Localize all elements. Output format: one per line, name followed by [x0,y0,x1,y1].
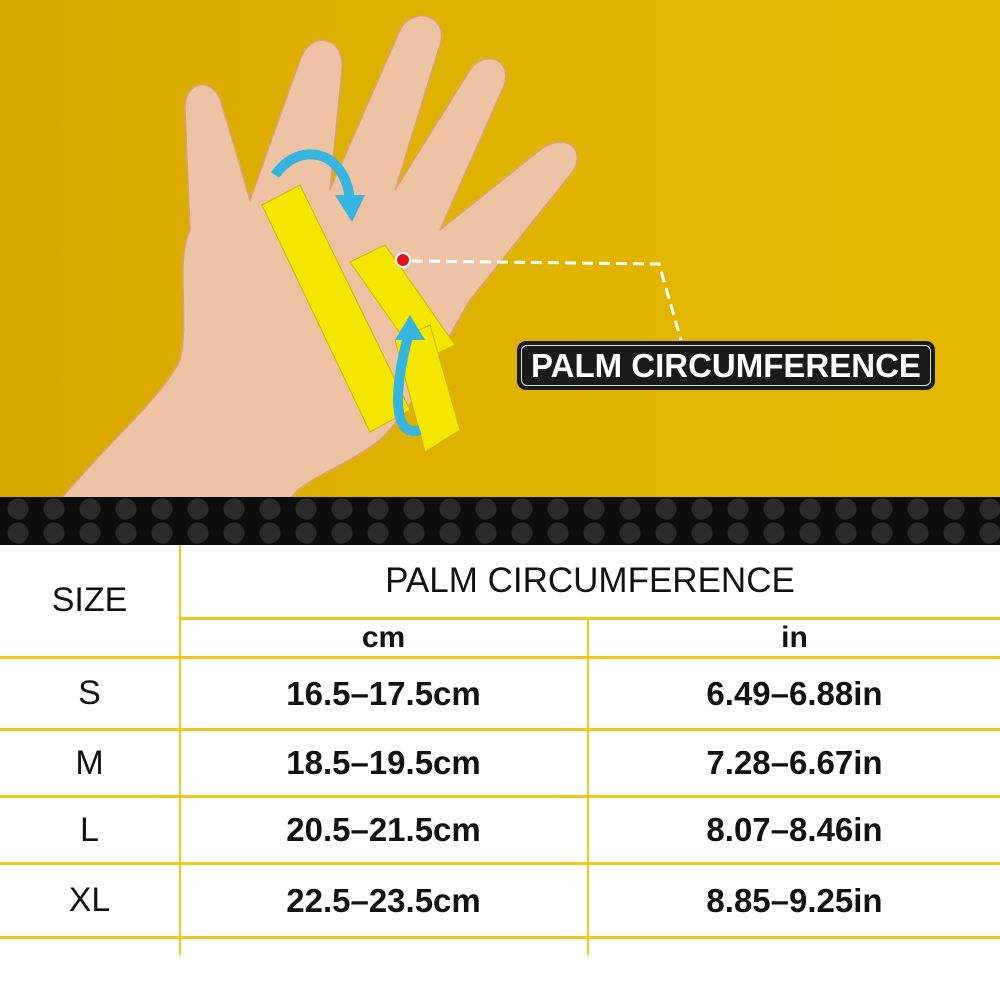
hexagon-band [0,497,1000,545]
divider [0,936,1000,939]
measure-header: PALM CIRCUMFERENCE [385,561,795,600]
leader-line [411,259,683,341]
unit-cm-header: cm [361,621,406,654]
in-cell: 8.85–9.25in [706,881,883,919]
cm-cell: 20.5–21.5cm [286,811,481,848]
arrow-bottom-icon [393,328,422,437]
divider [180,617,1000,620]
size-header: SIZE [51,581,128,619]
size-cell: L [80,810,99,849]
hero-image: PALM CIRCUMFERENCE [0,0,1000,500]
unit-in-header: in [781,621,808,654]
divider [0,728,1000,731]
divider [0,795,1000,798]
cm-cell: 18.5–19.5cm [286,744,481,781]
divider [0,656,1000,659]
arrow-bottom-head-icon [395,315,425,340]
in-cell: 8.07–8.46in [706,811,883,848]
measuring-tape [261,184,461,453]
divider [0,862,1000,865]
size-cell: M [75,743,104,782]
divider [587,618,589,955]
size-cell: XL [68,881,111,919]
cm-cell: 16.5–17.5cm [286,674,481,712]
label-text: PALM CIRCUMFERENCE [531,346,921,384]
palm-circumference-label: PALM CIRCUMFERENCE [517,341,935,390]
arrow-top-head-icon [335,195,365,222]
cm-cell: 22.5–23.5cm [286,881,481,919]
arrow-top-icon [270,149,355,201]
divider [179,545,181,955]
in-cell: 7.28–6.67in [706,744,883,781]
in-cell: 6.49–6.88in [706,674,883,712]
size-cell: S [78,674,101,712]
hand-illustration [59,15,683,500]
palm-marker-icon [395,252,411,268]
